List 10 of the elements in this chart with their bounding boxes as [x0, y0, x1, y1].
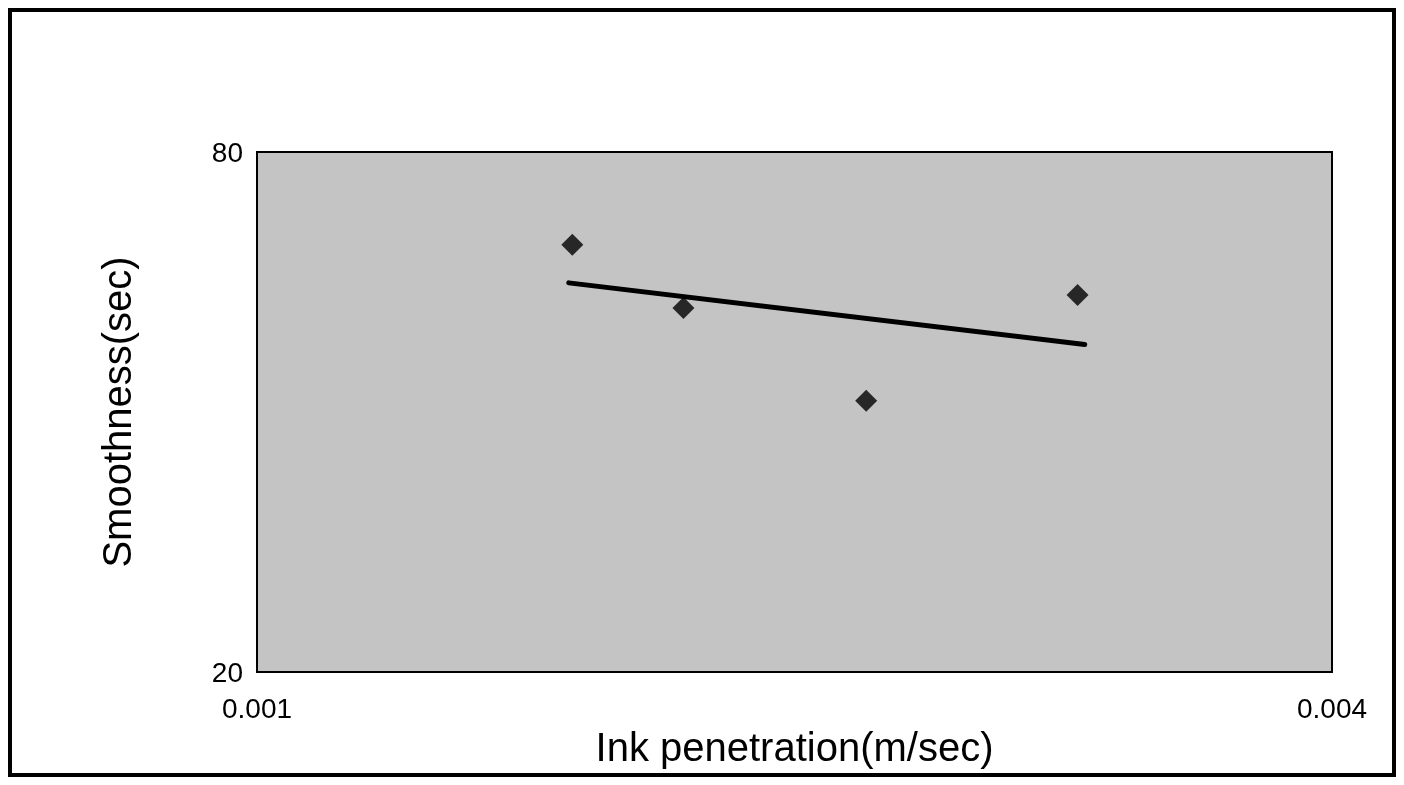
point	[672, 297, 695, 319]
y-axis-title: Smoothness(sec)	[95, 256, 139, 568]
point	[561, 233, 584, 256]
y-tick-label: 80	[211, 136, 243, 168]
point	[855, 389, 878, 412]
y-tick-label: 20	[211, 656, 243, 688]
point	[1066, 284, 1089, 306]
x-axis-title: Ink penetration(m/sec)	[595, 724, 994, 769]
x-tick-label: 0.001	[221, 692, 293, 724]
x-tick-label: 0.004	[1296, 692, 1368, 724]
